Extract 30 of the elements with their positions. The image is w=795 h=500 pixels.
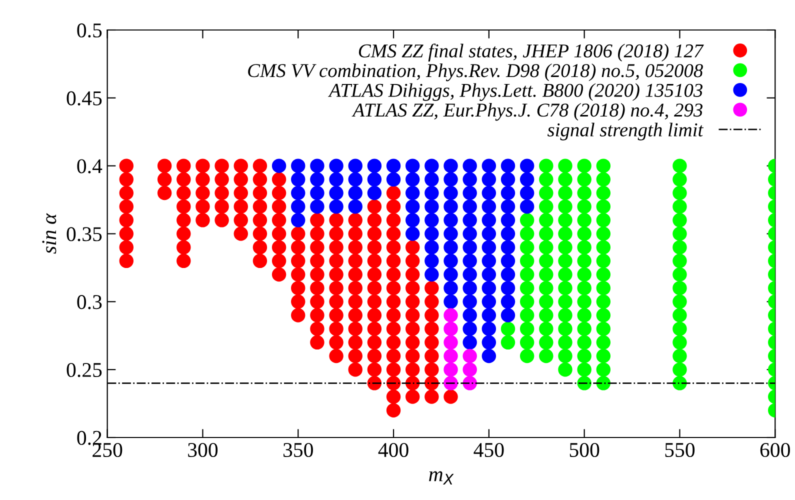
x-tick-label: 500 — [570, 442, 600, 458]
legend-label: CMS ZZ final states, JHEP 1806 (2018) 127 — [358, 44, 704, 62]
legend-label: ATLAS ZZ, Eur.Phys.J. C78 (2018) no.4, 293 — [352, 103, 703, 121]
y-tick-label: 0.5 — [77, 23, 102, 38]
y-tick-label: 0.3 — [77, 295, 102, 310]
legend-label: signal strength limit — [547, 122, 704, 140]
point — [462, 376, 477, 390]
point — [462, 362, 477, 377]
y-tick-label: 0.25 — [66, 362, 102, 378]
x-tick-label: 350 — [283, 442, 313, 458]
x-tick-label: 600 — [760, 442, 790, 458]
x-tick-label: 250 — [92, 442, 122, 458]
point — [444, 308, 458, 322]
point — [444, 348, 458, 364]
legend-label: CMS VV combination, Phys.Rev. D98 (2018) no.5, 052008 — [248, 64, 703, 82]
x-tick-label: 550 — [665, 442, 695, 458]
y-tick-label: 0.35 — [66, 227, 102, 242]
point — [462, 348, 477, 364]
point — [444, 322, 458, 336]
point — [444, 335, 458, 350]
point — [444, 362, 458, 377]
x-tick-label: 300 — [188, 442, 218, 458]
x-axis-title: m$_{X}$ — [429, 471, 454, 484]
x-tick-label: 450 — [474, 442, 504, 458]
legend-label: ATLAS Dihiggs, Phys.Lett. B800 (2020) 135103 — [328, 83, 703, 101]
y-tick-label: 0.4 — [77, 159, 102, 174]
y-tick-label: 0.45 — [66, 91, 102, 106]
y-tick-label: 0.2 — [77, 430, 102, 446]
y-axis-title: sin α — [42, 213, 56, 254]
x-tick-label: 400 — [378, 442, 408, 458]
